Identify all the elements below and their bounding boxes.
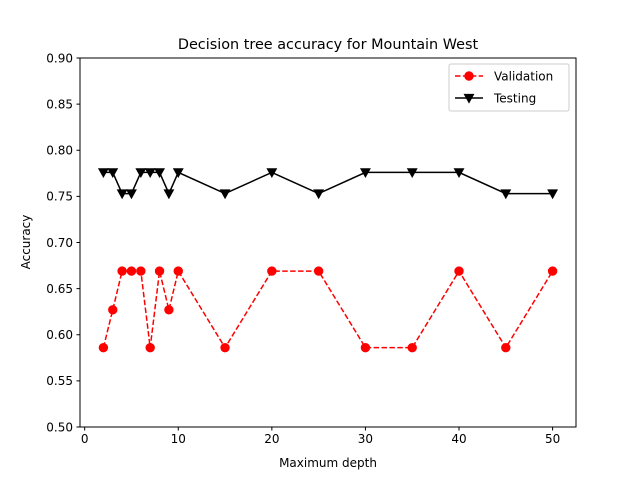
data-point [313,189,325,200]
x-tick-label: 30 [358,432,373,446]
data-point [136,266,146,276]
legend-label: Testing [493,91,536,105]
data-point [500,189,512,200]
data-point [547,266,558,276]
y-tick-label: 0.55 [46,374,73,388]
data-point [359,168,371,179]
legend-item-testing: Testing [455,91,536,105]
series-testing [97,168,559,200]
data-point [108,305,118,315]
data-point [117,266,127,276]
data-point [145,342,155,353]
legend-marker [464,71,474,81]
data-point [360,342,371,353]
data-point [219,189,231,200]
x-axis-ticks: 0 10 20 30 40 50 [81,427,560,446]
plot-frame [79,57,577,428]
y-tick-label: 0.85 [46,97,73,111]
y-tick-label: 0.80 [46,144,73,158]
y-axis-ticks: 0.50 0.55 0.60 0.65 0.70 0.75 0.80 0.85 0.90 [46,51,80,434]
y-axis-label: Accuracy [19,215,33,270]
data-point [98,342,109,353]
data-point [126,266,137,276]
y-tick-label: 0.70 [46,236,73,250]
data-point [126,189,137,200]
y-tick-label: 0.75 [46,190,73,204]
x-tick-label: 20 [264,432,279,446]
data-point [406,168,418,179]
x-tick-label: 0 [81,432,89,446]
series-validation [98,266,558,353]
x-tick-label: 10 [171,432,186,446]
legend: Validation Testing [448,63,570,112]
y-tick-label: 0.50 [46,420,73,434]
series-line-validation [102,269,554,350]
data-point [220,342,230,353]
data-point [173,266,183,276]
plot-series [97,168,559,353]
data-point [107,168,119,179]
data-point [164,305,174,315]
data-point [144,168,156,179]
legend-marker [463,93,475,104]
data-point [172,168,184,179]
data-point [154,168,165,179]
data-point [453,168,465,179]
legend-item-validation: Validation [455,69,553,83]
data-point [154,266,165,276]
data-point [267,266,277,276]
data-point [97,168,109,179]
data-point [454,266,464,276]
data-point [501,342,511,353]
legend-label: Validation [494,69,553,83]
y-tick-label: 0.65 [46,282,73,296]
x-tick-label: 50 [545,432,560,446]
data-point [163,189,175,200]
y-tick-label: 0.60 [46,328,73,342]
chart-title: Decision tree accuracy for Mountain West [178,37,479,53]
data-point [135,168,147,179]
data-point [313,266,324,276]
data-point [547,189,559,200]
data-point [266,168,278,179]
x-tick-label: 40 [451,432,466,446]
data-point [116,189,128,200]
y-tick-label: 0.90 [46,51,73,65]
data-point [407,342,417,353]
x-axis-label: Maximum depth [279,456,377,470]
